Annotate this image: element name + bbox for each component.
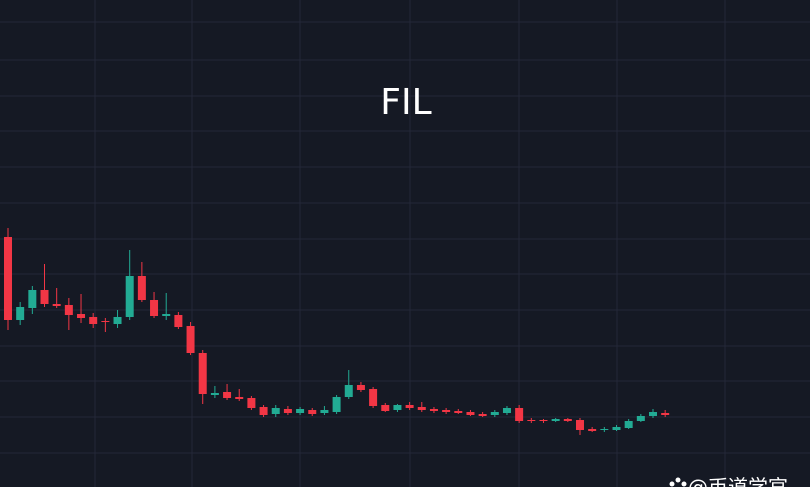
candle-body [588,429,597,431]
candle-body [271,408,280,414]
candle-body [16,307,25,320]
candle-body [320,410,329,413]
candle-body [381,405,390,411]
candle-body [417,407,426,410]
candle-body [4,237,12,320]
candle-body [223,392,232,398]
candle-body [150,300,159,316]
candle-body [612,427,621,430]
candle-body [125,276,134,317]
candle-body [478,414,487,416]
candle-body [137,276,146,300]
candle-body [636,416,645,421]
candle-body [515,408,524,421]
candle-body [113,317,122,324]
candle-body [454,411,463,413]
candle-body [40,290,49,304]
candle-body [174,315,183,327]
candle-body [624,421,633,428]
candle-body [283,409,292,413]
candle-body [235,397,244,399]
watermark-group: @币道学官 [669,475,788,487]
candle-body [344,385,353,397]
candle-body [52,304,61,306]
candle-body [490,412,499,415]
candle-body [77,314,86,318]
watermark: @币道学官 [688,475,788,487]
candle-body [649,412,658,416]
candle-body [575,420,584,430]
candle-body [198,353,207,394]
candle-body [442,410,451,412]
candle-body [539,420,548,421]
candle-body [296,409,305,413]
candle-body [308,410,317,414]
candle-body [64,305,73,315]
candle-body [661,413,670,415]
candle-body [28,290,37,308]
candle-body [369,389,378,406]
candle-body [502,408,511,413]
candle-body [89,317,98,324]
candle-body [332,397,341,412]
candle-body [259,407,268,415]
paw-icon [669,477,687,487]
candle-body [600,429,609,430]
candle-body [429,409,438,411]
candle-body [356,385,365,390]
candle-body [393,405,402,410]
candle-body [563,419,572,421]
candle-body [186,326,195,353]
chart-title: FIL [380,82,431,123]
candle-body [466,412,475,415]
candle-body [101,321,110,322]
candle-body [405,405,414,408]
candles [4,228,670,435]
candle-body [210,393,219,395]
candle-body [162,314,171,316]
candle-body [551,419,560,421]
candle-body [527,420,536,421]
candle-body [247,398,256,408]
